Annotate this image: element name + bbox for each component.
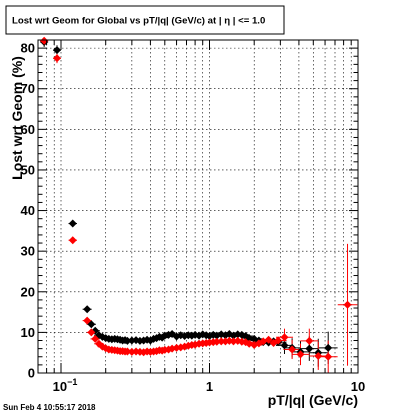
y-tick-label: 60 [21, 122, 35, 137]
y-tick-label: 80 [21, 41, 35, 56]
x-axis-label: pT/|q| (GeV/c) [268, 392, 358, 408]
black-marker [250, 334, 259, 343]
red-marker [68, 236, 77, 245]
plot-frame [37, 39, 359, 374]
y-tick-label: 0 [28, 366, 35, 381]
black-marker [305, 344, 314, 353]
y-tick-labels: 0 10 20 30 40 50 60 70 80 [21, 41, 35, 381]
red-marker [288, 345, 297, 354]
y-tick-label: 40 [21, 203, 35, 218]
red-marker [324, 352, 333, 361]
y-tick-label: 20 [21, 284, 35, 299]
red-marker [212, 337, 221, 346]
red-marker [250, 340, 259, 349]
y-tick-label: 30 [21, 244, 35, 259]
y-tick-label: 50 [21, 162, 35, 177]
red-marker [264, 335, 273, 344]
red-marker [217, 337, 226, 346]
red-marker [280, 333, 289, 342]
black-marker [280, 341, 289, 350]
black-marker [83, 305, 92, 314]
title-box [5, 5, 285, 35]
axis-ticks [37, 39, 359, 374]
black-marker [123, 336, 132, 345]
red-marker [314, 351, 323, 360]
timestamp: Sun Feb 4 10:55:17 2018 [3, 403, 96, 412]
data-markers [40, 36, 352, 361]
grid [38, 40, 358, 373]
red-marker [53, 54, 62, 63]
red-marker [343, 300, 352, 309]
black-marker [53, 46, 62, 55]
y-axis-label: Lost wrt Geom (%) [9, 56, 25, 180]
red-marker [123, 347, 132, 356]
y-tick-label: 10 [21, 325, 35, 340]
red-marker [91, 334, 100, 343]
red-marker [274, 336, 283, 345]
chart-title: Lost wrt Geom for Global vs pT/|q| (GeV/… [12, 16, 265, 27]
x-tick-label-exponent: −1 [67, 377, 77, 387]
red-marker [87, 328, 96, 337]
red-marker [305, 336, 314, 345]
black-marker [68, 219, 77, 228]
x-tick-label: 1 [206, 379, 213, 394]
x-tick-label: 10 [351, 379, 365, 394]
black-marker [324, 343, 333, 352]
y-tick-label: 70 [21, 81, 35, 96]
red-marker [296, 350, 305, 359]
red-marker [83, 316, 92, 325]
